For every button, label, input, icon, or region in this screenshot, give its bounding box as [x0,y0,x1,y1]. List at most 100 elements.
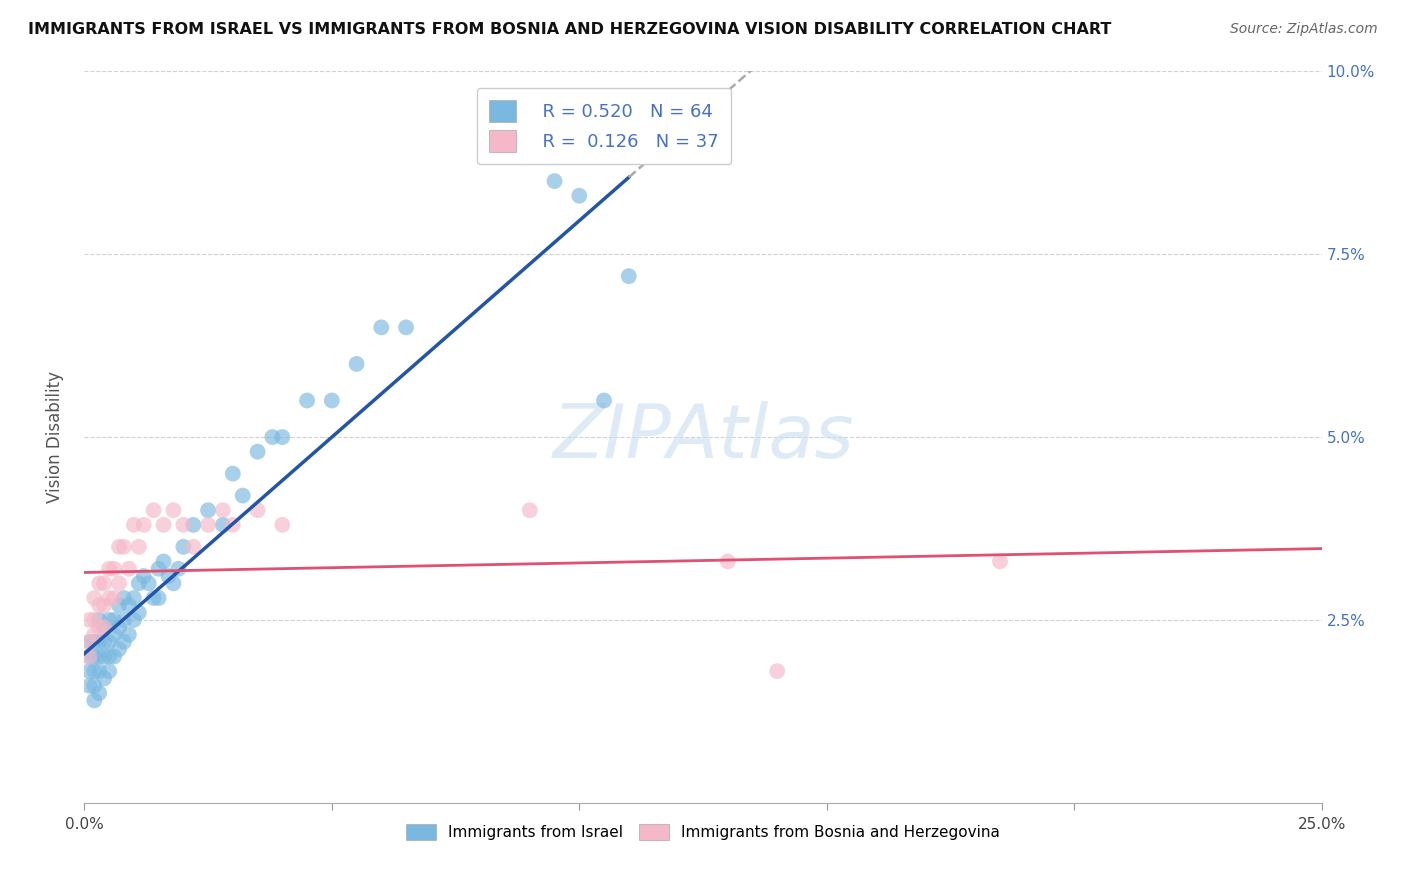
Point [83,693,105,707]
Point [568,188,591,202]
Point [148,562,170,576]
Point [108,576,131,591]
Point [395,320,418,334]
Point [93,576,115,591]
Point [172,517,194,532]
Point [122,517,145,532]
Point [167,562,190,576]
Point [93,635,115,649]
Point [988,554,1011,568]
Y-axis label: Vision Disability: Vision Disability [45,371,63,503]
Point [103,591,125,605]
Text: Source: ZipAtlas.com: Source: ZipAtlas.com [1230,22,1378,37]
Text: ZIPAtlas: ZIPAtlas [553,401,853,473]
Point [197,503,219,517]
Point [246,503,269,517]
Point [142,503,165,517]
Point [295,393,318,408]
Point [157,569,180,583]
Point [271,430,294,444]
Point [103,613,125,627]
Legend: Immigrants from Israel, Immigrants from Bosnia and Herzegovina: Immigrants from Israel, Immigrants from … [399,818,1007,847]
Point [89,664,111,678]
Point [79,635,101,649]
Point [543,174,565,188]
Point [103,562,125,576]
Point [79,613,101,627]
Point [79,664,101,678]
Point [212,517,235,532]
Point [89,649,111,664]
Text: IMMIGRANTS FROM ISRAEL VS IMMIGRANTS FROM BOSNIA AND HERZEGOVINA VISION DISABILI: IMMIGRANTS FROM ISRAEL VS IMMIGRANTS FRO… [28,22,1112,37]
Point [108,540,131,554]
Point [98,649,121,664]
Point [118,562,141,576]
Point [128,576,150,591]
Point [370,320,392,334]
Point [108,642,131,657]
Point [79,649,101,664]
Point [89,620,111,634]
Point [132,569,155,583]
Point [172,540,194,554]
Point [89,576,111,591]
Point [93,599,115,613]
Point [93,649,115,664]
Point [128,540,150,554]
Point [89,599,111,613]
Point [93,620,115,634]
Point [197,517,219,532]
Point [89,613,111,627]
Point [93,620,115,634]
Point [142,591,165,605]
Point [98,562,121,576]
Point [83,649,105,664]
Point [132,517,155,532]
Point [148,591,170,605]
Point [181,517,204,532]
Point [98,664,121,678]
Point [118,599,141,613]
Point [98,635,121,649]
Point [593,393,616,408]
Point [212,503,235,517]
Point [717,554,740,568]
Point [108,620,131,634]
Point [89,635,111,649]
Point [128,606,150,620]
Point [222,517,245,532]
Point [98,613,121,627]
Point [617,269,640,284]
Point [181,540,204,554]
Point [162,576,184,591]
Point [79,679,101,693]
Point [83,664,105,678]
Point [103,649,125,664]
Point [83,679,105,693]
Point [79,649,101,664]
Point [83,635,105,649]
Point [162,503,184,517]
Point [346,357,368,371]
Point [112,540,135,554]
Point [79,635,101,649]
Point [98,591,121,605]
Point [89,686,111,700]
Point [246,444,269,458]
Point [519,503,541,517]
Point [271,517,294,532]
Point [83,591,105,605]
Point [138,576,160,591]
Point [112,613,135,627]
Point [122,591,145,605]
Point [83,613,105,627]
Point [108,599,131,613]
Point [152,554,174,568]
Point [766,664,789,678]
Point [152,517,174,532]
Point [118,627,141,641]
Point [262,430,284,444]
Point [122,613,145,627]
Point [93,672,115,686]
Point [321,393,343,408]
